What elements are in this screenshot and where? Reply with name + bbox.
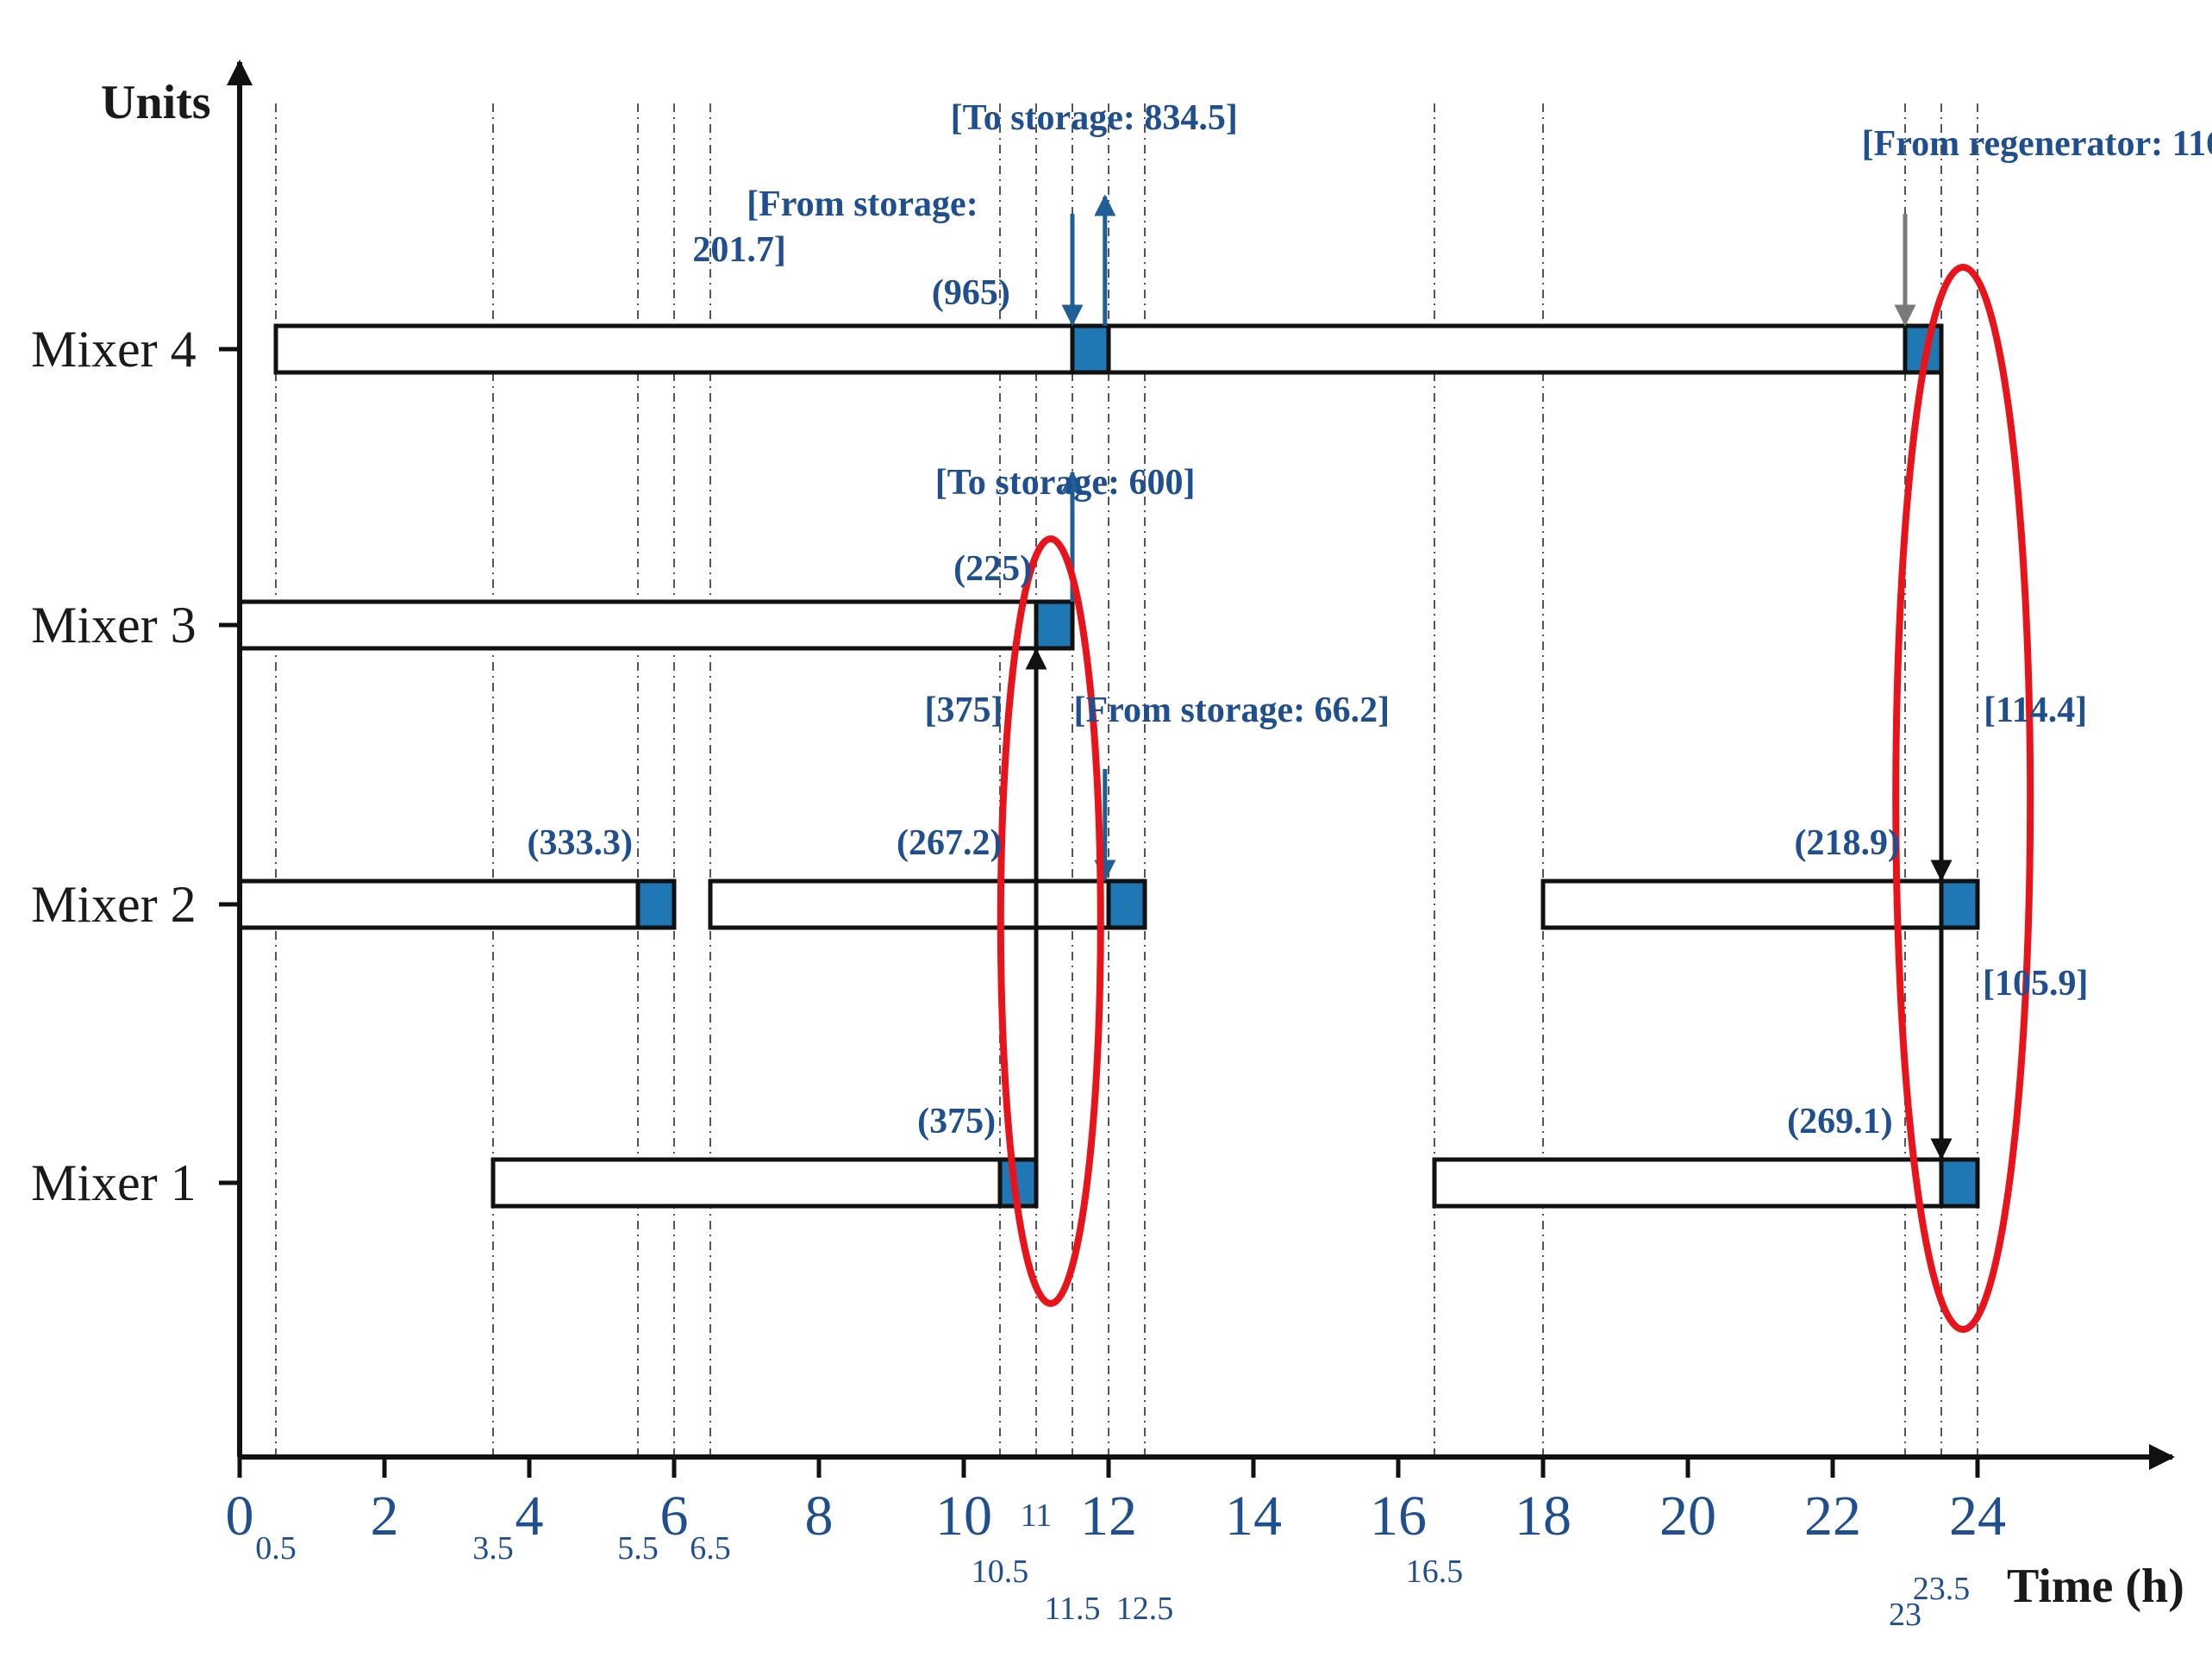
filled-block [1106,879,1147,930]
x-tick-label: 16 [1370,1485,1427,1548]
annotation: [375] [925,691,1003,730]
annotation: [To storage: 600] [935,463,1196,503]
x-tick-label: 10 [935,1485,992,1548]
task-bar [491,1157,1039,1209]
minor-tick-label: 23.5 [1913,1571,1971,1607]
x-tick-label: 0 [226,1485,254,1548]
task-bar [237,879,677,930]
minor-tick-label: 12.5 [1116,1591,1174,1627]
labels: Units Time (h) Mixer 4 Mixer 3 Mixer 2 Mixer … [31,76,2184,1633]
task-bar [1432,1157,1980,1209]
filled-block [635,879,677,930]
filled-block [1939,879,1980,930]
annotation: (225) [953,549,1032,589]
row-label: Mixer 2 [31,876,197,933]
task-bars [237,323,1980,1209]
annotation: 201.7] [692,230,786,270]
minor-tick-label: 23 [1889,1597,1921,1633]
x-tick-label: 8 [805,1485,834,1548]
annotation: (375) [917,1102,996,1141]
annotation: [From regenerator: 1166.7] [1862,124,2212,164]
task-bar [708,879,1147,930]
axes [219,59,2175,1478]
minor-tick-label: 11 [1021,1498,1053,1534]
annotation: (267.2) [897,823,1002,863]
annotation: [114.4] [1984,691,2087,730]
row-label: Mixer 4 [31,321,197,378]
annotation: [105.9] [1983,964,2088,1004]
annotation: (333.3) [528,823,633,863]
y-axis-title: Units [101,76,211,129]
gridlines [275,103,1978,1457]
x-tick-label: 22 [1804,1485,1861,1548]
row-label: Mixer 1 [31,1154,197,1211]
x-tick-label: 6 [660,1485,689,1548]
x-axis-title: Time (h) [2007,1560,2184,1613]
minor-tick-label: 16.5 [1406,1554,1464,1590]
minor-tick-label: 0.5 [255,1530,297,1566]
minor-tick-label: 11.5 [1044,1591,1100,1627]
annotation: (269.1) [1787,1102,1892,1141]
filled-block [1939,1157,1980,1209]
task-bar [237,599,1075,651]
filled-block [1034,599,1075,651]
minor-tick-label: 6.5 [690,1530,731,1566]
x-tick-label: 14 [1225,1485,1282,1548]
task-bar [1540,879,1980,930]
x-tick-label: 24 [1949,1485,2006,1548]
annotation: [From storage: [747,184,978,224]
x-tick-label: 20 [1659,1485,1716,1548]
minor-tick-label: 3.5 [472,1530,514,1566]
row-label: Mixer 3 [31,597,197,653]
annotation: (965) [932,273,1010,313]
highlight-ellipse [1892,264,2034,1333]
highlight-ellipse [997,535,1104,1307]
x-tick-label: 2 [371,1485,399,1548]
x-tick-label: 4 [516,1485,544,1548]
annotations: [To storage: 834.5] [From storage: 201.7] (… [528,98,2212,1141]
minor-tick-label: 10.5 [972,1554,1029,1590]
highlight-ellipses [997,264,2034,1333]
minor-tick-label: 5.5 [617,1530,659,1566]
annotation: (218.9) [1795,823,1900,863]
transfer-arrows [1025,194,1953,1160]
x-tick-label: 18 [1515,1485,1572,1548]
annotation: [To storage: 834.5] [951,98,1238,138]
x-tick-label: 12 [1080,1485,1137,1548]
annotation: [From storage: 66.2] [1073,691,1390,730]
filled-block [1070,323,1111,375]
